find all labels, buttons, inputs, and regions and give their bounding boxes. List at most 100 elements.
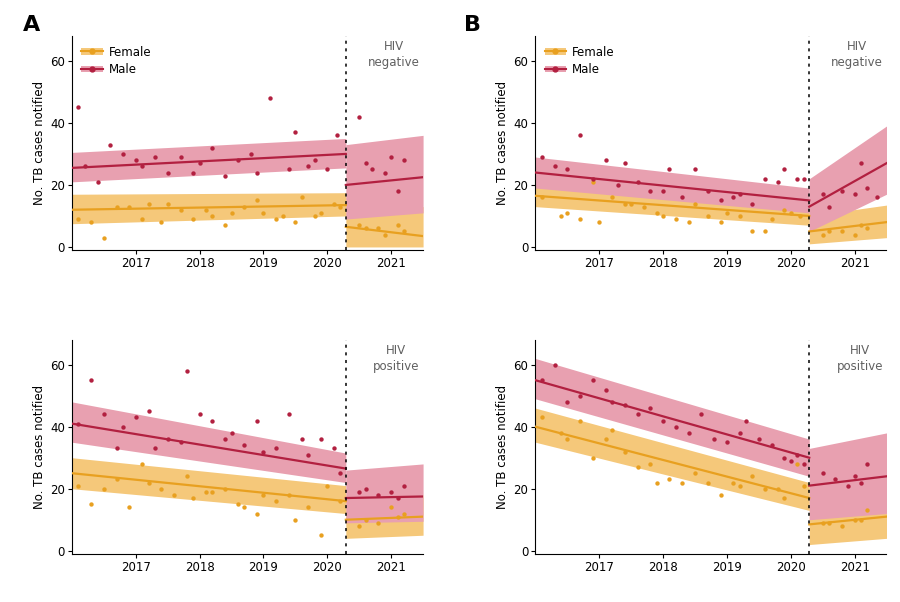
Y-axis label: No. TB cases notified: No. TB cases notified (497, 81, 509, 205)
Point (605, 425, 619, 435)
Point (256, 447, 271, 456)
Point (669, 422, 683, 432)
Point (547, 161, 562, 171)
Point (180, 471, 194, 481)
Point (573, 416, 588, 426)
Point (770, 177, 785, 187)
Point (148, 444, 162, 453)
Point (598, 434, 613, 444)
Point (352, 487, 366, 497)
Y-axis label: No. TB cases notified: No. TB cases notified (497, 385, 509, 509)
Point (822, 226, 836, 236)
Point (237, 202, 251, 211)
Point (714, 196, 728, 205)
Point (180, 366, 194, 376)
Legend: Female, Male: Female, Male (78, 42, 155, 80)
Point (688, 199, 702, 208)
Point (726, 193, 741, 202)
Point (854, 515, 868, 524)
Point (135, 161, 149, 171)
Point (397, 481, 411, 491)
Point (269, 444, 284, 453)
Point (644, 459, 658, 469)
Point (327, 199, 341, 208)
Point (174, 205, 188, 214)
Point (391, 493, 405, 503)
Point (282, 409, 296, 419)
Point (116, 149, 130, 159)
Point (681, 428, 696, 438)
Point (237, 503, 251, 512)
Point (790, 450, 805, 459)
Point (656, 187, 670, 196)
Point (358, 515, 373, 524)
Point (688, 468, 702, 478)
Point (397, 155, 411, 165)
Point (110, 202, 124, 211)
Point (790, 174, 805, 184)
Point (605, 397, 619, 407)
Point (720, 438, 734, 447)
Point (384, 152, 399, 162)
Point (560, 434, 574, 444)
Point (352, 220, 366, 230)
Point (250, 196, 265, 205)
Point (714, 217, 728, 227)
Point (535, 152, 549, 162)
Point (186, 168, 201, 178)
Point (224, 208, 238, 218)
Point (624, 199, 638, 208)
Point (547, 360, 562, 370)
Point (301, 503, 315, 512)
Point (828, 474, 842, 484)
Point (154, 484, 168, 494)
Point (397, 226, 411, 236)
Point (758, 484, 772, 494)
Point (669, 214, 683, 224)
Point (333, 468, 347, 478)
Point (301, 450, 315, 459)
Text: B: B (464, 15, 481, 35)
Point (371, 223, 385, 233)
Point (834, 226, 849, 236)
Point (745, 226, 760, 236)
Point (199, 487, 213, 497)
Point (218, 484, 232, 494)
Point (860, 183, 875, 193)
Text: HIV
negative: HIV negative (368, 40, 419, 69)
Point (758, 174, 772, 184)
Point (733, 211, 747, 221)
Point (205, 416, 220, 426)
Point (129, 412, 143, 422)
Y-axis label: No. TB cases notified: No. TB cases notified (33, 81, 46, 205)
Point (288, 217, 302, 227)
Point (848, 190, 862, 199)
Point (560, 208, 574, 218)
Point (230, 500, 245, 509)
Point (815, 230, 830, 240)
Point (230, 155, 245, 165)
Point (617, 400, 632, 410)
Text: HIV
positive: HIV positive (836, 344, 883, 373)
Point (186, 214, 201, 224)
Point (110, 444, 124, 453)
Point (714, 490, 728, 500)
Text: HIV
negative: HIV negative (831, 40, 883, 69)
Point (860, 459, 875, 469)
Point (617, 158, 632, 168)
Point (160, 168, 175, 178)
Point (122, 202, 137, 211)
Point (854, 478, 868, 488)
Point (764, 214, 778, 224)
Point (752, 434, 766, 444)
Point (333, 496, 347, 506)
Point (141, 478, 156, 488)
Point (644, 187, 658, 196)
Point (688, 164, 702, 174)
Point (154, 217, 168, 227)
Point (778, 493, 792, 503)
Point (535, 376, 549, 385)
Point (329, 131, 344, 140)
Point (656, 416, 670, 426)
Point (796, 174, 811, 184)
